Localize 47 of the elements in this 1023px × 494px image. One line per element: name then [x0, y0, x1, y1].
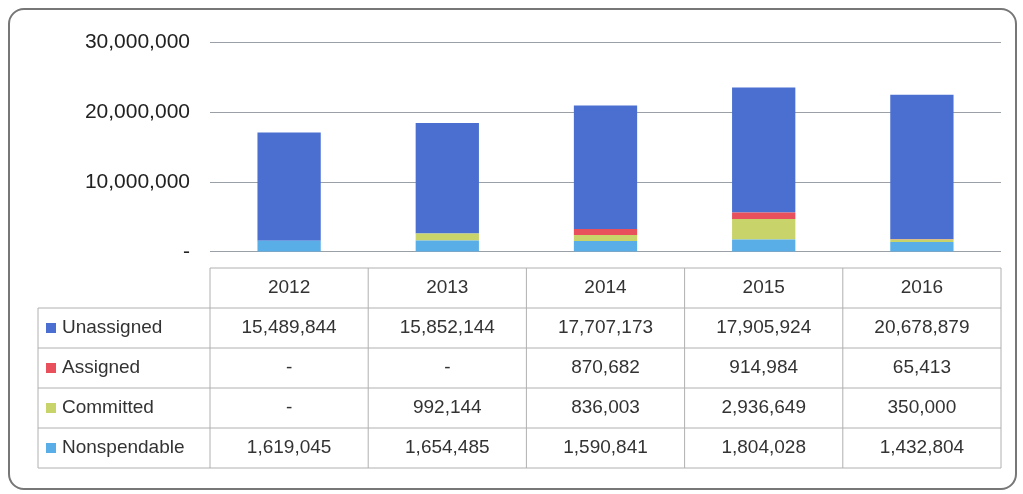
- data-label: 914,984: [729, 356, 799, 378]
- legend-label: Unassigned: [62, 316, 163, 338]
- bar: [573, 105, 638, 229]
- legend-label: Assigned: [62, 356, 141, 378]
- data-label: 15,852,144: [399, 316, 496, 338]
- x-tick-label: 2014: [584, 276, 628, 298]
- y-tick-label: -: [183, 238, 190, 262]
- data-label: 992,144: [412, 396, 483, 418]
- data-label: 870,682: [571, 356, 640, 378]
- bar: [573, 235, 638, 241]
- y-tick-label: 30,000,000: [84, 29, 190, 53]
- bar: [257, 240, 321, 252]
- data-label: 1,654,485: [405, 436, 490, 458]
- x-tick-label: 2016: [900, 276, 944, 298]
- x-tick-label: 2012: [267, 276, 311, 298]
- text: -: [285, 356, 293, 378]
- y-tick-label: 20,000,000: [84, 99, 190, 123]
- bar: [415, 122, 479, 234]
- data-label: 350,000: [887, 396, 957, 418]
- data-label: 836,003: [571, 396, 640, 418]
- y-tick-label: 10,000,000: [84, 169, 190, 192]
- bar: [890, 94, 954, 240]
- data-label: 17,905,924: [716, 316, 812, 338]
- data-label: 2,936,649: [721, 396, 806, 418]
- bar: [732, 212, 796, 219]
- text: -: [444, 356, 451, 378]
- data-label: 1,619,045: [246, 436, 332, 458]
- bar: [415, 240, 479, 252]
- data-label: 15,489,844: [241, 316, 338, 338]
- bar: [732, 218, 796, 240]
- bar: [573, 240, 638, 252]
- bar: [732, 239, 796, 252]
- bar: [890, 242, 954, 252]
- bar: [573, 228, 638, 236]
- legend-label: Committed: [62, 396, 154, 418]
- data-label: 20,678,879: [874, 316, 970, 338]
- x-tick-label: 2015: [742, 276, 785, 298]
- data-label: 1,590,841: [563, 436, 648, 458]
- bar: [732, 87, 796, 213]
- text: -: [285, 396, 293, 418]
- x-tick-label: 2013: [426, 276, 469, 298]
- data-label: 1,804,028: [721, 436, 806, 458]
- bar: [257, 132, 321, 241]
- data-label: 1,432,804: [879, 436, 965, 458]
- data-label: 17,707,173: [557, 316, 654, 338]
- data-label: 65,413: [892, 356, 951, 378]
- legend-label: Nonspendable: [62, 436, 185, 458]
